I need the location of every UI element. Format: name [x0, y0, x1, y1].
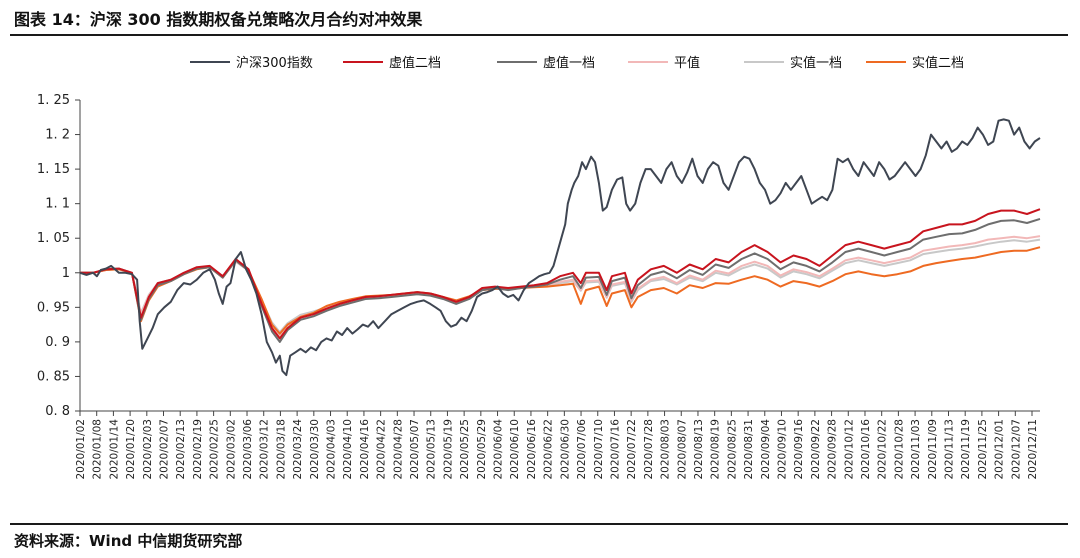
x-tick-label: 2020/12/07	[1010, 419, 1022, 480]
x-tick-label: 2020/01/02	[75, 419, 87, 480]
x-tick-label: 2020/08/31	[743, 419, 755, 480]
y-tick-label: 0. 8	[45, 404, 70, 419]
x-tick-label: 2020/05/13	[426, 419, 438, 480]
x-tick-label: 2020/05/25	[459, 419, 471, 480]
line-chart: 沪深300指数 虚值二档 虚值一档 平值 实值一档 实值二档 0. 80. 850. 90…	[37, 55, 1041, 480]
x-tick-label: 2020/11/13	[943, 419, 955, 480]
y-tick-label: 1. 1	[45, 197, 70, 212]
x-tick-label: 2020/12/11	[1027, 419, 1039, 480]
y-tick-label: 0. 95	[37, 300, 70, 315]
series-line-1	[80, 208, 1041, 340]
x-tick-label: 2020/06/30	[559, 419, 571, 480]
x-tick-label: 2020/03/30	[309, 419, 321, 480]
legend-label: 实值二档	[912, 55, 964, 71]
x-tick-label: 2020/04/10	[342, 419, 354, 480]
x-tick-label: 2020/01/20	[125, 419, 137, 480]
x-tick-label: 2020/09/10	[776, 419, 788, 480]
y-tick-label: 0. 85	[37, 369, 70, 384]
x-tick-label: 2020/11/25	[977, 419, 989, 480]
x-tick-label: 2020/02/19	[192, 419, 204, 480]
x-tick-label: 2020/10/28	[893, 419, 905, 480]
x-tick-label: 2020/08/13	[693, 419, 705, 480]
x-tick-label: 2020/11/03	[910, 419, 922, 480]
x-tick-label: 2020/03/02	[225, 419, 237, 480]
x-tick-label: 2020/03/12	[259, 419, 271, 480]
legend-label: 虚值二档	[389, 55, 441, 71]
x-tick-label: 2020/05/07	[409, 419, 421, 480]
y-tick-label: 0. 9	[45, 335, 70, 350]
x-tick-label: 2020/02/25	[209, 419, 221, 480]
x-tick-label: 2020/08/03	[660, 419, 672, 480]
x-tick-label: 2020/12/01	[994, 419, 1006, 480]
x-tick-label: 2020/11/09	[927, 419, 939, 480]
y-tick-label: 1. 15	[37, 162, 70, 177]
x-tick-label: 2020/09/28	[827, 419, 839, 480]
x-tick-label: 2020/09/04	[760, 419, 772, 480]
figure-title: 图表 14：沪深 300 指数期权备兑策略次月合约对冲效果	[14, 10, 423, 29]
x-tick-label: 2020/07/10	[593, 419, 605, 480]
y-tick-label: 1. 2	[45, 128, 70, 143]
bottom-rule	[10, 523, 1068, 525]
x-tick-label: 2020/07/16	[609, 419, 621, 480]
x-tick-label: 2020/09/22	[810, 419, 822, 480]
x-tick-label: 2020/08/19	[710, 419, 722, 480]
y-tick-label: 1	[62, 266, 70, 281]
top-rule	[10, 34, 1068, 36]
legend-label: 实值一档	[790, 55, 842, 71]
x-tick-label: 2020/07/28	[643, 419, 655, 480]
x-tick-label: 2020/06/16	[526, 419, 538, 480]
x-tick-label: 2020/02/03	[142, 419, 154, 480]
x-tick-label: 2020/03/06	[242, 419, 254, 480]
x-tick-label: 2020/01/14	[108, 419, 120, 480]
x-tick-label: 2020/05/19	[442, 419, 454, 480]
x-tick-label: 2020/03/24	[292, 419, 304, 480]
x-tick-label: 2020/04/16	[359, 419, 371, 480]
y-tick-label: 1. 05	[37, 231, 70, 246]
x-tick-label: 2020/08/07	[676, 419, 688, 480]
x-tick-label: 2020/07/06	[576, 419, 588, 480]
series-line-0	[79, 118, 1041, 377]
x-tick-label: 2020/10/12	[843, 419, 855, 480]
x-tick-label: 2020/09/16	[793, 419, 805, 480]
legend-label: 沪深300指数	[236, 55, 313, 71]
x-tick-label: 2020/02/07	[159, 419, 171, 480]
legend: 沪深300指数 虚值二档 虚值一档 平值 实值一档 实值二档	[190, 55, 964, 71]
x-tick-label: 2020/03/18	[275, 419, 287, 480]
series-layer	[79, 118, 1041, 377]
y-tick-label: 1. 25	[37, 93, 70, 108]
x-tick-label: 2020/05/29	[476, 419, 488, 480]
x-tick-label: 2020/04/03	[326, 419, 338, 480]
x-tick-label: 2020/04/28	[392, 419, 404, 480]
x-tick-label: 2020/06/10	[509, 419, 521, 480]
x-tick-label: 2020/10/16	[860, 419, 872, 480]
legend-label: 虚值一档	[543, 55, 595, 71]
x-tick-label: 2020/07/22	[626, 419, 638, 480]
x-tick-label: 2020/01/08	[92, 419, 104, 480]
x-tick-label: 2020/02/13	[175, 419, 187, 480]
series-line-2	[80, 217, 1041, 343]
x-tick-label: 2020/04/22	[376, 419, 388, 480]
x-tick-label: 2020/10/22	[877, 419, 889, 480]
x-axis: 2020/01/02 2020/01/08 2020/01/14 2020/01/20…	[75, 410, 1040, 480]
x-tick-label: 2020/06/22	[543, 419, 555, 480]
x-tick-label: 2020/08/25	[726, 419, 738, 480]
x-tick-label: 2020/06/04	[493, 419, 505, 480]
x-tick-label: 2020/11/19	[960, 419, 972, 480]
y-axis: 0. 8 0. 85 0. 9 0. 95 1 1. 05 1. 1 1. 15 1. 2 1. …	[37, 93, 81, 419]
source-note: 资料来源：Wind 中信期货研究部	[14, 532, 243, 550]
legend-label: 平值	[674, 55, 700, 71]
